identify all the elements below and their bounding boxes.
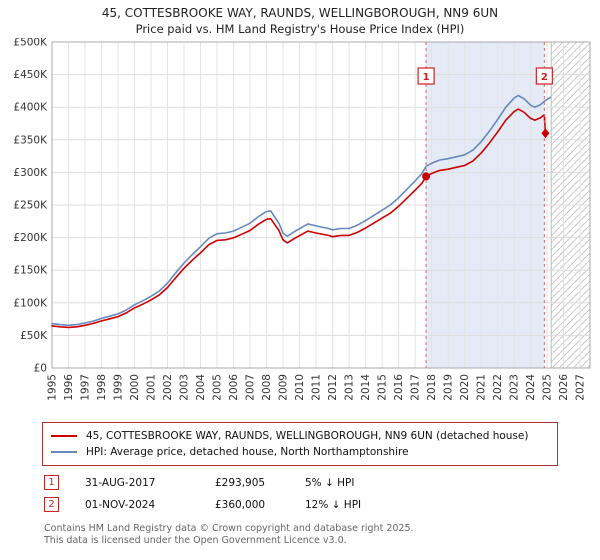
sale-1-price: £293,905 bbox=[215, 476, 266, 489]
svg-text:2011: 2011 bbox=[311, 374, 323, 401]
legend-property-label: 45, COTTESBROOKE WAY, RAUNDS, WELLINGBOR… bbox=[86, 430, 529, 442]
svg-text:1997: 1997 bbox=[80, 374, 92, 401]
svg-text:2021: 2021 bbox=[476, 374, 488, 401]
hpi-chart-page: 45, COTTESBROOKE WAY, RAUNDS, WELLINGBOR… bbox=[13, 6, 600, 548]
svg-text:2: 2 bbox=[541, 72, 548, 83]
sale-1-hpi-delta: 5% ↓ HPI bbox=[305, 476, 355, 489]
svg-text:2022: 2022 bbox=[492, 374, 504, 401]
svg-text:2027: 2027 bbox=[575, 374, 587, 401]
svg-text:1995: 1995 bbox=[47, 374, 59, 401]
legend-item-hpi: HPI: Average price, detached house, Nort… bbox=[51, 444, 549, 460]
sale-annotations: 1 31-AUG-2017 £293,905 5% ↓ HPI 2 01-NOV… bbox=[44, 475, 600, 512]
svg-text:2015: 2015 bbox=[377, 374, 389, 401]
svg-text:2008: 2008 bbox=[261, 374, 273, 401]
svg-text:2006: 2006 bbox=[228, 374, 240, 401]
svg-text:2024: 2024 bbox=[525, 374, 537, 401]
sale-1-date: 31-AUG-2017 bbox=[85, 476, 156, 489]
svg-text:2023: 2023 bbox=[509, 374, 521, 401]
svg-text:£50K: £50K bbox=[20, 330, 48, 342]
svg-text:1998: 1998 bbox=[96, 374, 108, 401]
attribution-line-1: Contains HM Land Registry data © Crown c… bbox=[44, 523, 414, 534]
legend-item-property: 45, COTTESBROOKE WAY, RAUNDS, WELLINGBOR… bbox=[51, 428, 549, 444]
svg-text:£350K: £350K bbox=[13, 134, 48, 146]
svg-text:£450K: £450K bbox=[13, 69, 48, 81]
hpi-line-swatch bbox=[51, 451, 77, 453]
svg-text:2019: 2019 bbox=[443, 374, 455, 401]
page-title: 45, COTTESBROOKE WAY, RAUNDS, WELLINGBOR… bbox=[101, 6, 499, 20]
svg-text:£500K: £500K bbox=[13, 38, 48, 49]
svg-text:2017: 2017 bbox=[410, 374, 422, 401]
svg-text:£200K: £200K bbox=[13, 232, 48, 244]
svg-text:2000: 2000 bbox=[129, 374, 141, 401]
svg-text:2003: 2003 bbox=[179, 374, 191, 401]
svg-text:2007: 2007 bbox=[245, 374, 257, 401]
svg-text:£250K: £250K bbox=[13, 200, 48, 212]
attribution-footer: Contains HM Land Registry data © Crown c… bbox=[44, 523, 600, 548]
price-history-chart: £0 £50K £100K £150K £200K £250K £300K £350K £400… bbox=[13, 38, 591, 401]
svg-text:£150K: £150K bbox=[13, 265, 48, 277]
svg-text:£300K: £300K bbox=[13, 167, 48, 179]
svg-text:2004: 2004 bbox=[195, 374, 207, 401]
sale-2-hpi-delta: 12% ↓ HPI bbox=[305, 498, 362, 511]
sale-1-marker-badge: 1 bbox=[44, 475, 59, 490]
legend-hpi-label: HPI: Average price, detached house, Nort… bbox=[86, 446, 409, 458]
svg-text:2016: 2016 bbox=[393, 374, 405, 401]
svg-text:2009: 2009 bbox=[278, 374, 290, 401]
svg-text:2012: 2012 bbox=[327, 374, 339, 401]
sale-annotation-1: 1 31-AUG-2017 £293,905 5% ↓ HPI bbox=[44, 475, 600, 490]
svg-text:2005: 2005 bbox=[212, 374, 224, 401]
page-subtitle: Price paid vs. HM Land Registry's House … bbox=[135, 22, 465, 36]
attribution-line-2: This data is licensed under the Open Gov… bbox=[44, 535, 347, 547]
svg-text:£400K: £400K bbox=[13, 102, 48, 114]
svg-text:2001: 2001 bbox=[146, 374, 158, 401]
svg-text:2013: 2013 bbox=[344, 374, 356, 401]
svg-text:1996: 1996 bbox=[63, 374, 75, 401]
svg-text:2018: 2018 bbox=[426, 374, 438, 401]
chart-legend: 45, COTTESBROOKE WAY, RAUNDS, WELLINGBOR… bbox=[42, 422, 558, 466]
svg-text:£100K: £100K bbox=[13, 297, 48, 309]
sale-2-marker-badge: 2 bbox=[44, 497, 59, 512]
svg-text:2014: 2014 bbox=[360, 374, 372, 401]
sale-annotation-2: 2 01-NOV-2024 £360,000 12% ↓ HPI bbox=[44, 497, 600, 512]
svg-text:2025: 2025 bbox=[542, 374, 554, 401]
svg-text:2010: 2010 bbox=[294, 374, 306, 401]
sale-2-date: 01-NOV-2024 bbox=[85, 498, 156, 511]
svg-text:£0: £0 bbox=[34, 363, 47, 375]
svg-text:1999: 1999 bbox=[113, 374, 125, 401]
property-line-swatch bbox=[51, 435, 77, 437]
sale-2-price: £360,000 bbox=[215, 498, 266, 511]
svg-text:2026: 2026 bbox=[558, 374, 570, 401]
svg-text:1: 1 bbox=[423, 72, 430, 83]
svg-text:2020: 2020 bbox=[459, 374, 471, 401]
svg-text:2002: 2002 bbox=[162, 374, 174, 401]
